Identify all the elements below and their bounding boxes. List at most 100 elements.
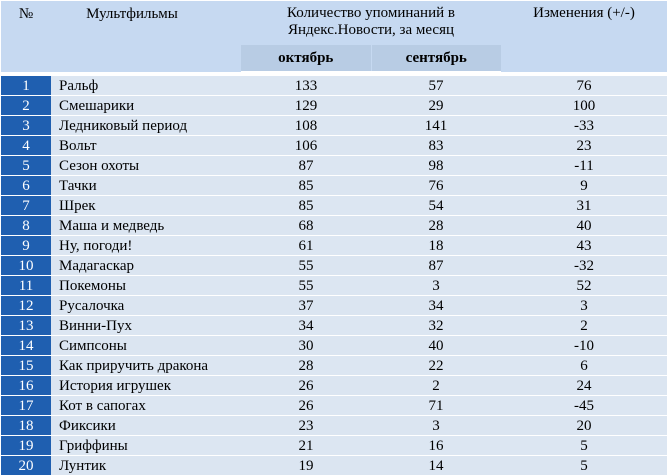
row-number: 11 (1, 275, 51, 296)
september-count: 22 (371, 355, 501, 376)
cartoon-name: Мадагаскар (51, 255, 241, 276)
change-value: 5 (501, 435, 667, 456)
header-change: Изменения (+/-) (501, 1, 667, 72)
change-value: 6 (501, 355, 667, 376)
cartoon-name: Сезон охоты (51, 155, 241, 176)
september-count: 98 (371, 155, 501, 176)
change-value: 23 (501, 135, 667, 156)
september-count: 29 (371, 95, 501, 116)
october-count: 106 (241, 135, 371, 156)
cartoon-name: Тачки (51, 175, 241, 196)
row-number: 14 (1, 335, 51, 356)
cartoon-name: Вольт (51, 135, 241, 156)
table-row: 4 Вольт 106 83 23 (1, 135, 667, 156)
change-value: 76 (501, 76, 667, 96)
october-count: 108 (241, 115, 371, 136)
change-value: -32 (501, 255, 667, 276)
table-row: 12 Русалочка 37 34 3 (1, 295, 667, 316)
september-count: 54 (371, 195, 501, 216)
cartoon-name: История игрушек (51, 375, 241, 396)
row-number: 5 (1, 155, 51, 176)
change-value: 43 (501, 235, 667, 256)
cartoon-name: Ледниковый период (51, 115, 241, 136)
change-value: 40 (501, 215, 667, 236)
cartoon-name: Шрек (51, 195, 241, 216)
table-row: 10 Мадагаскар 55 87 -32 (1, 255, 667, 276)
change-value: 3 (501, 295, 667, 316)
september-count: 71 (371, 395, 501, 416)
september-count: 34 (371, 295, 501, 316)
change-value: 9 (501, 175, 667, 196)
table-row: 17 Кот в сапогах 26 71 -45 (1, 395, 667, 416)
october-count: 37 (241, 295, 371, 316)
table-row: 11 Покемоны 55 3 52 (1, 275, 667, 296)
cartoon-name: Покемоны (51, 275, 241, 296)
table-row: 5 Сезон охоты 87 98 -11 (1, 155, 667, 176)
row-number: 7 (1, 195, 51, 216)
row-number: 16 (1, 375, 51, 396)
october-count: 26 (241, 375, 371, 396)
cartoon-name: Смешарики (51, 95, 241, 116)
row-number: 1 (1, 76, 51, 96)
cartoon-name: Кот в сапогах (51, 395, 241, 416)
october-count: 85 (241, 175, 371, 196)
october-count: 68 (241, 215, 371, 236)
cartoon-name: Маша и медведь (51, 215, 241, 236)
header-number: № (1, 1, 51, 72)
october-count: 30 (241, 335, 371, 356)
september-count: 2 (371, 375, 501, 396)
table-row: 20 Лунтик 19 14 5 (1, 455, 667, 476)
header-october: октябрь (241, 45, 371, 73)
change-value: 24 (501, 375, 667, 396)
row-number: 17 (1, 395, 51, 416)
table-row: 3 Ледниковый период 108 141 -33 (1, 115, 667, 136)
cartoon-name: Симпсоны (51, 335, 241, 356)
october-count: 34 (241, 315, 371, 336)
table-row: 16 История игрушек 26 2 24 (1, 375, 667, 396)
change-value: -45 (501, 395, 667, 416)
october-count: 28 (241, 355, 371, 376)
cartoon-name: Гриффины (51, 435, 241, 456)
september-count: 14 (371, 455, 501, 476)
table-row: 15 Как приручить дракона 28 22 6 (1, 355, 667, 376)
table-row: 6 Тачки 85 76 9 (1, 175, 667, 196)
row-number: 3 (1, 115, 51, 136)
cartoon-name: Лунтик (51, 455, 241, 476)
header-row-top: № Мультфильмы Количество упоминаний в Ян… (1, 1, 667, 72)
change-value: -33 (501, 115, 667, 136)
september-count: 87 (371, 255, 501, 276)
change-value: -11 (501, 155, 667, 176)
october-count: 23 (241, 415, 371, 436)
cartoon-name: Винни-Пух (51, 315, 241, 336)
row-number: 19 (1, 435, 51, 456)
row-number: 10 (1, 255, 51, 276)
september-count: 76 (371, 175, 501, 196)
table-row: 2 Смешарики 129 29 100 (1, 95, 667, 116)
header-gap (1, 72, 667, 76)
table-row: 14 Симпсоны 30 40 -10 (1, 335, 667, 356)
change-value: 20 (501, 415, 667, 436)
september-count: 18 (371, 235, 501, 256)
change-value: -10 (501, 335, 667, 356)
october-count: 61 (241, 235, 371, 256)
row-number: 6 (1, 175, 51, 196)
table-row: 18 Фиксики 23 3 20 (1, 415, 667, 436)
october-count: 55 (241, 255, 371, 276)
change-value: 52 (501, 275, 667, 296)
october-count: 129 (241, 95, 371, 116)
row-number: 12 (1, 295, 51, 316)
october-count: 85 (241, 195, 371, 216)
table-header: № Мультфильмы Количество упоминаний в Ян… (1, 1, 667, 76)
september-count: 40 (371, 335, 501, 356)
row-number: 18 (1, 415, 51, 436)
change-value: 2 (501, 315, 667, 336)
september-count: 3 (371, 275, 501, 296)
header-row-months: октябрь сентябрь (1, 45, 667, 73)
row-number: 20 (1, 455, 51, 476)
october-count: 26 (241, 395, 371, 416)
header-mentions: Количество упоминаний в Яндекс.Новости, … (241, 1, 501, 45)
september-count: 57 (371, 76, 501, 96)
cartoon-name: Как приручить дракона (51, 355, 241, 376)
